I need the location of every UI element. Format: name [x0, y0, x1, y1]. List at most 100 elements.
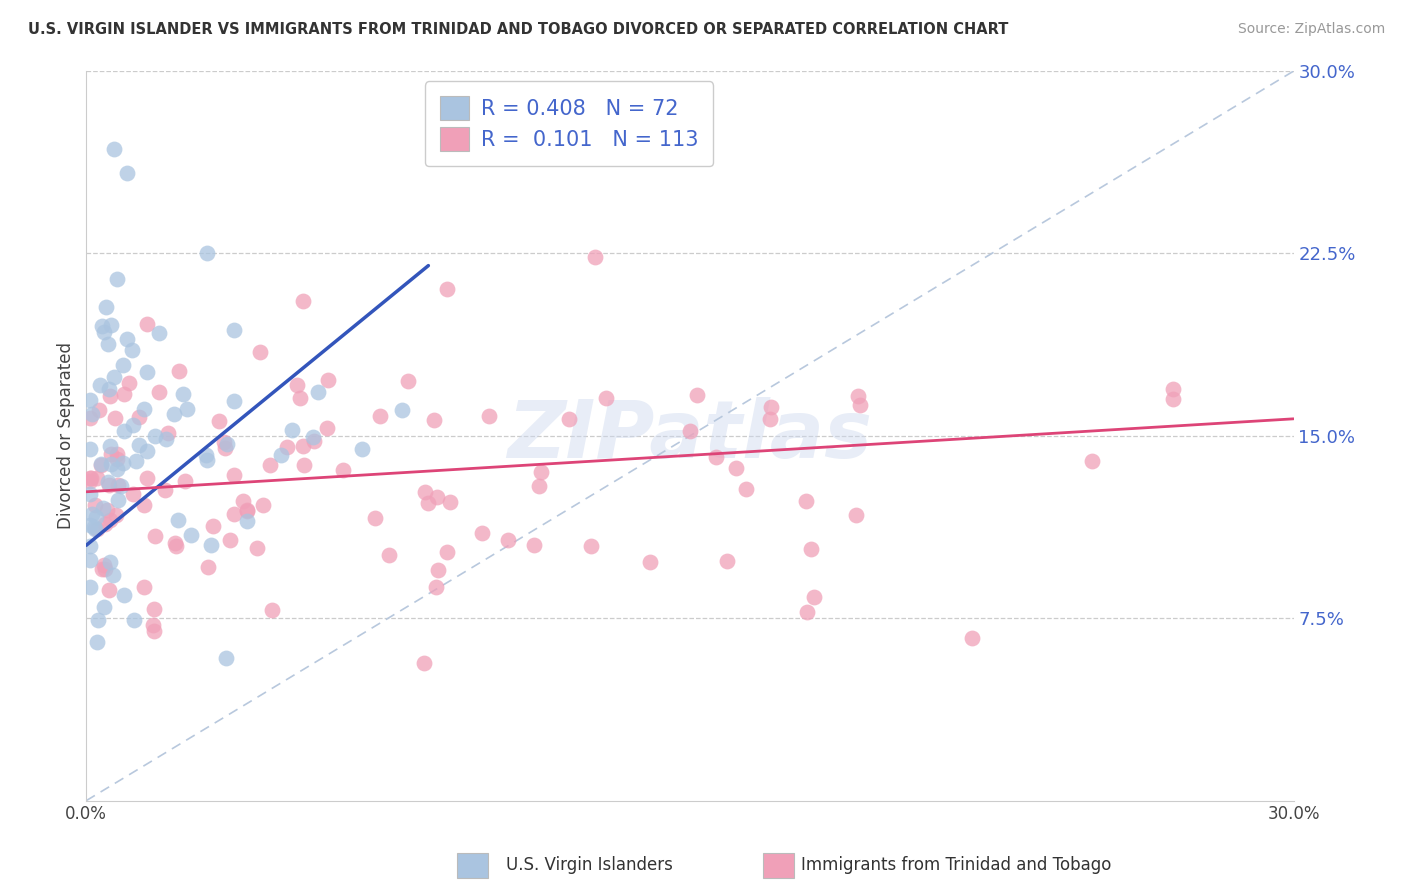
- Point: [307, 385, 329, 400]
- Point: [97, 477, 120, 491]
- Point: [173, 474, 195, 488]
- Point: [436, 545, 458, 559]
- Point: [960, 631, 983, 645]
- Point: [79, 539, 101, 553]
- Point: [98, 439, 121, 453]
- Point: [167, 364, 190, 378]
- Point: [270, 448, 292, 462]
- Point: [292, 458, 315, 472]
- Point: [396, 374, 419, 388]
- Point: [803, 591, 825, 605]
- Text: U.S. Virgin Islanders: U.S. Virgin Islanders: [506, 856, 673, 874]
- Point: [848, 398, 870, 412]
- Point: [208, 414, 231, 428]
- Point: [100, 318, 122, 332]
- Point: [232, 494, 254, 508]
- Point: [93, 558, 115, 572]
- Text: Immigrants from Trinidad and Tobago: Immigrants from Trinidad and Tobago: [801, 856, 1112, 874]
- Point: [101, 567, 124, 582]
- Legend: R = 0.408   N = 72, R =  0.101   N = 113: R = 0.408 N = 72, R = 0.101 N = 113: [425, 81, 713, 166]
- Point: [117, 376, 139, 390]
- Point: [155, 432, 177, 446]
- Point: [426, 491, 449, 505]
- Point: [166, 513, 188, 527]
- Point: [121, 487, 143, 501]
- Point: [246, 541, 269, 556]
- Text: ZIPatlas: ZIPatlas: [508, 397, 873, 475]
- Point: [122, 418, 145, 433]
- Point: [418, 495, 440, 509]
- Text: Source: ZipAtlas.com: Source: ZipAtlas.com: [1237, 22, 1385, 37]
- Point: [115, 332, 138, 346]
- Point: [471, 526, 494, 541]
- Point: [180, 527, 202, 541]
- Point: [112, 588, 135, 602]
- Point: [249, 344, 271, 359]
- Point: [581, 539, 603, 553]
- Point: [79, 393, 101, 408]
- Point: [79, 553, 101, 567]
- Point: [104, 508, 127, 523]
- Point: [202, 518, 225, 533]
- Point: [110, 479, 132, 493]
- Point: [80, 407, 103, 421]
- Point: [86, 634, 108, 648]
- Point: [222, 323, 245, 337]
- Point: [436, 282, 458, 296]
- Point: [100, 447, 122, 461]
- Point: [214, 442, 236, 456]
- Point: [686, 388, 709, 402]
- Point: [100, 457, 122, 471]
- Point: [176, 401, 198, 416]
- Point: [425, 580, 447, 594]
- Point: [112, 386, 135, 401]
- Point: [172, 387, 194, 401]
- Point: [112, 425, 135, 439]
- Point: [89, 402, 111, 417]
- Point: [122, 613, 145, 627]
- Point: [583, 250, 606, 264]
- Point: [794, 494, 817, 508]
- Point: [759, 412, 782, 426]
- Point: [79, 442, 101, 456]
- Point: [132, 402, 155, 417]
- Point: [121, 343, 143, 357]
- Point: [105, 271, 128, 285]
- Point: [89, 377, 111, 392]
- Point: [236, 503, 259, 517]
- Point: [704, 450, 727, 464]
- Point: [97, 382, 120, 396]
- Point: [79, 580, 101, 594]
- Point: [530, 465, 553, 479]
- Point: [103, 142, 125, 156]
- Point: [132, 498, 155, 512]
- Point: [165, 536, 187, 550]
- Point: [86, 471, 108, 485]
- Point: [115, 166, 138, 180]
- Point: [79, 487, 101, 501]
- Point: [378, 548, 401, 562]
- Point: [595, 392, 617, 406]
- Point: [222, 507, 245, 521]
- Point: [236, 514, 259, 528]
- Point: [292, 293, 315, 308]
- Point: [86, 522, 108, 536]
- Point: [679, 424, 702, 438]
- Point: [638, 556, 661, 570]
- Point: [236, 504, 259, 518]
- Point: [427, 563, 450, 577]
- Point: [94, 562, 117, 576]
- Point: [79, 411, 101, 425]
- Point: [148, 326, 170, 341]
- Point: [104, 410, 127, 425]
- Point: [93, 600, 115, 615]
- Point: [136, 471, 159, 485]
- Point: [156, 425, 179, 440]
- Point: [215, 651, 238, 665]
- Point: [90, 457, 112, 471]
- Point: [98, 582, 121, 597]
- Point: [716, 554, 738, 568]
- Point: [105, 452, 128, 467]
- Point: [370, 409, 392, 423]
- Point: [800, 542, 823, 557]
